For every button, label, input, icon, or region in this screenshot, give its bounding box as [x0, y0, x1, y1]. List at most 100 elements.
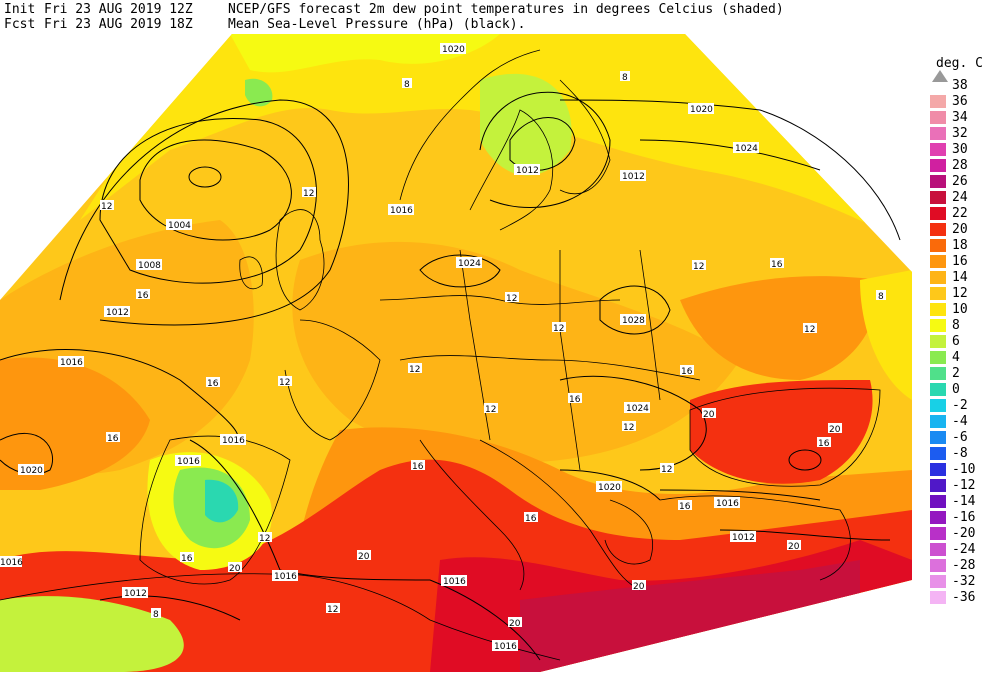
coast-norway: [399, 49, 541, 201]
dewpoint-label: 16: [181, 554, 193, 564]
legend-entry: 36: [930, 94, 1000, 110]
isobar-blacksea: [788, 449, 822, 471]
legend-swatch: [930, 495, 946, 508]
dewpoint-label-box: [106, 432, 120, 442]
isobar-1012-north: [59, 99, 349, 326]
coast-balkans: [479, 439, 641, 591]
coast-finland: [559, 79, 611, 195]
legend-label: -10: [952, 462, 976, 477]
isobar-low-center: [188, 166, 222, 188]
isobar-label: 1016: [716, 499, 739, 509]
field-16-atlantic: [0, 357, 150, 490]
legend-label: 14: [952, 270, 968, 285]
legend-swatch: [930, 447, 946, 460]
legend-label: 26: [952, 174, 968, 189]
coast-africa: [0, 573, 561, 661]
legend-swatch: [930, 399, 946, 412]
coast-britain: [275, 209, 325, 311]
isobar-label: 1020: [20, 466, 43, 476]
legend-entry: 30: [930, 142, 1000, 158]
isobar-label: 1016: [390, 206, 413, 216]
dewpoint-label: 12: [506, 294, 517, 304]
legend-entry: -6: [930, 430, 1000, 446]
legend-label: 32: [952, 126, 968, 141]
dewpoint-label: 8: [153, 610, 159, 620]
legend-entry: 20: [930, 222, 1000, 238]
legend-entry: 26: [930, 174, 1000, 190]
dewpoint-label: 20: [358, 552, 370, 562]
legend-label: 18: [952, 238, 968, 253]
legend-swatch: [930, 367, 946, 380]
legend-entry: -2: [930, 398, 1000, 414]
legend-entry: -28: [930, 558, 1000, 574]
isobar-label-box: [166, 219, 192, 230]
legend-label: 16: [952, 254, 968, 269]
isobar-label: 1012: [622, 172, 645, 182]
coast-france: [284, 319, 381, 441]
isobar-label-box: [122, 587, 148, 598]
field-0-iberia: [205, 479, 239, 523]
legend-swatch: [930, 479, 946, 492]
isobar-label-box: [0, 556, 22, 567]
isobar-label-box: [58, 356, 84, 367]
legend-swatch: [930, 319, 946, 332]
legend-entry: 32: [930, 126, 1000, 142]
isobar-label-box: [492, 640, 518, 651]
legend-entry: -10: [930, 462, 1000, 478]
dewpoint-label-box: [660, 463, 674, 473]
coast-turkey: [659, 495, 851, 581]
legend-label: 22: [952, 206, 968, 221]
coast-ireland: [239, 256, 263, 290]
isobar-1028: [599, 285, 671, 335]
legend-swatch: [930, 511, 946, 524]
dewpoint-label-box: [408, 363, 422, 373]
legend-swatch: [930, 527, 946, 540]
legend-label: -20: [952, 526, 976, 541]
legend-entry: -24: [930, 542, 1000, 558]
isobar-label: 1004: [168, 221, 191, 231]
legend-label: 4: [952, 350, 960, 365]
isobar-label-box: [456, 257, 482, 268]
legend-swatch: [930, 271, 946, 284]
isobar-label-box: [220, 434, 246, 445]
header: Init Fri 23 AUG 2019 12Z Fcst Fri 23 AUG…: [0, 0, 1000, 34]
isobar-label-box: [730, 531, 756, 542]
isobar-label-box: [388, 204, 414, 215]
legend-entry: 10: [930, 302, 1000, 318]
dewpoint-label-box: [524, 512, 538, 522]
dewpoint-label-box: [632, 580, 646, 590]
isobar-label: 1016: [177, 457, 200, 467]
legend-label: -2: [952, 398, 968, 413]
dewpoint-label-box: [228, 562, 242, 572]
legend-label: -32: [952, 574, 976, 589]
dewpoint-label: 20: [703, 410, 715, 420]
dewpoint-label-box: [278, 376, 292, 386]
dewpoint-label-box: [568, 393, 582, 403]
product-subtitle: Mean Sea-Level Pressure (hPa) (black).: [228, 17, 526, 32]
field-8-north: [230, 34, 500, 73]
dewpoint-map: 1004 1008 1012 1016 1020 1012 1016 1020 …: [0, 34, 912, 672]
fcst-time: Fri 23 AUG 2019 18Z: [44, 17, 193, 32]
legend-entry: 8: [930, 318, 1000, 334]
legend-label: -28: [952, 558, 976, 573]
isobar-1016-scand: [479, 91, 611, 208]
legend-label: -24: [952, 542, 976, 557]
legend-label: 20: [952, 222, 968, 237]
isobar-label-box: [136, 259, 162, 270]
border-2: [399, 355, 701, 381]
dewpoint-label: 20: [788, 542, 800, 552]
legend-label: -14: [952, 494, 976, 509]
legend-swatch: [930, 159, 946, 172]
dewpoint-label: 12: [409, 365, 420, 375]
isobar-1016-turkey: [659, 489, 821, 501]
dewpoint-label: 16: [137, 291, 149, 301]
dewpoint-label: 16: [818, 439, 830, 449]
dewpoint-label: 12: [661, 465, 672, 475]
isobar-label: 1020: [598, 483, 621, 493]
legend-swatch: [930, 95, 946, 108]
isobar-1024-central: [419, 254, 501, 288]
legend-label: 38: [952, 78, 968, 93]
dewpoint-label-box: [692, 260, 706, 270]
isobar-label: 1012: [516, 166, 539, 176]
legend-label: -36: [952, 590, 976, 605]
